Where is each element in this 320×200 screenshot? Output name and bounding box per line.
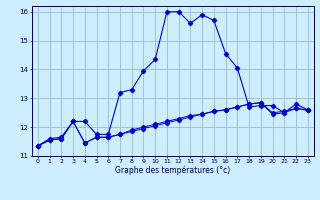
X-axis label: Graphe des températures (°c): Graphe des températures (°c) (115, 166, 230, 175)
